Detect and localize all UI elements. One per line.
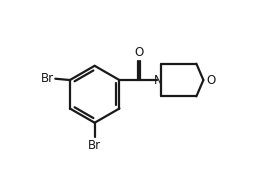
Text: N: N bbox=[154, 74, 163, 87]
Text: Br: Br bbox=[88, 138, 101, 151]
Text: O: O bbox=[135, 46, 144, 59]
Text: Br: Br bbox=[41, 72, 54, 85]
Text: O: O bbox=[206, 74, 215, 87]
